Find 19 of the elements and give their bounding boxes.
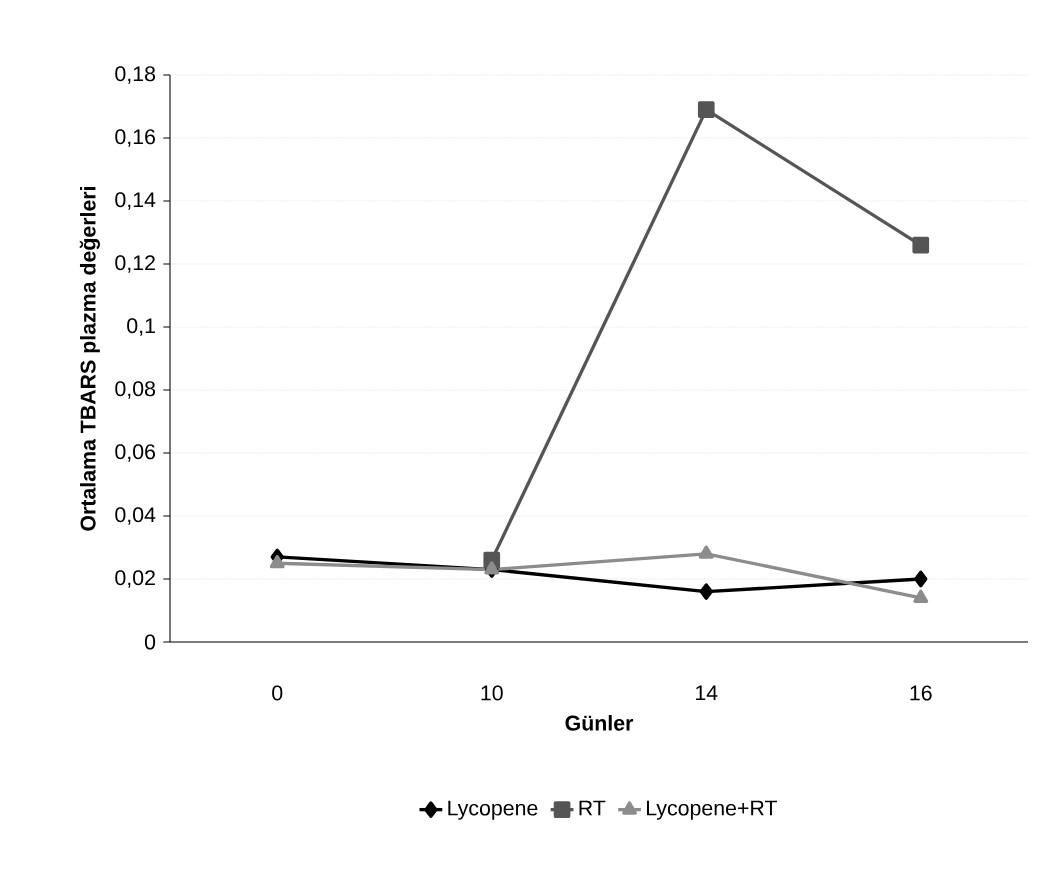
x-tick-label: 16 [910,685,932,701]
y-tick-label: 0,16 [115,129,156,147]
y-tick-label: 0,12 [115,255,155,273]
y-tick-label: 0,1 [127,318,155,336]
y-tick-label: 0 [144,634,156,650]
y-axis-title: Ortalama TBARS plazma değerleri [79,186,100,531]
y-tick-label: 0,18 [115,66,156,84]
y-tick-label: 0,14 [115,192,156,210]
x-tick-label: 14 [696,685,718,701]
y-tick-label: 0,06 [115,444,156,462]
y-tick-label: 0,04 [115,507,156,525]
y-tick-label: 0,08 [115,381,156,399]
y-tick-label: 0,02 [115,570,155,588]
legend-label: RT [579,800,606,816]
legend-label: Lycopene [448,800,538,820]
x-tick-label: 0 [272,685,283,701]
x-tick-label: 10 [481,685,503,701]
x-axis-title: Günler [565,714,634,731]
legend-label: Lycopene+RT [647,800,777,820]
